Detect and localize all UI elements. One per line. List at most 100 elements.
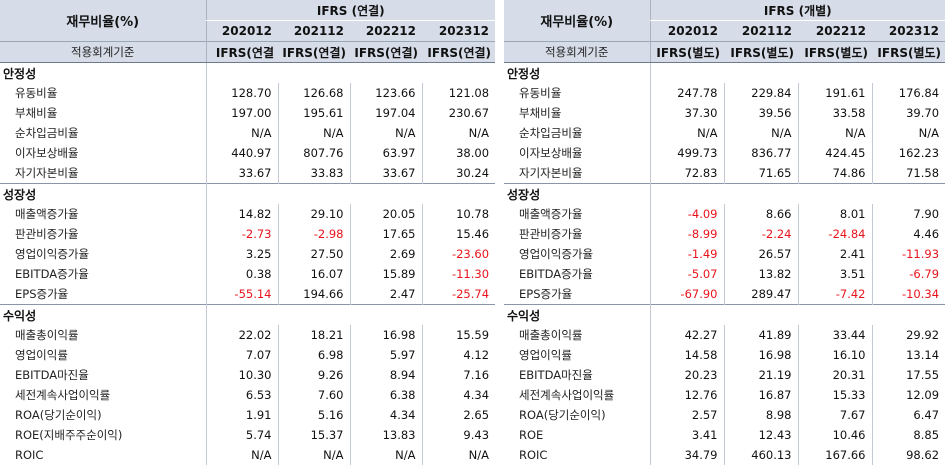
- value-cell: -25.74: [421, 284, 496, 305]
- section-blank: [649, 62, 945, 83]
- row-label: 유동비율: [519, 86, 562, 100]
- row-label: ROIC: [15, 448, 44, 462]
- value-cell: 5.16: [277, 405, 350, 425]
- value-cell: N/A: [421, 123, 496, 143]
- value-cell: 20.31: [797, 365, 872, 385]
- table-row: EBITDA마진율 20.23 21.19 20.31 17.55: [504, 365, 945, 385]
- value-cell: 460.13: [723, 445, 798, 465]
- value-cell: -8.99: [649, 224, 724, 244]
- value-cell: -24.84: [797, 224, 872, 244]
- table-row: EPS증가율 -67.90 289.47 -7.42 -10.34: [504, 284, 945, 305]
- table-row: 이자보상배율 499.73 836.77 424.45 162.23: [504, 143, 945, 163]
- value-cell: 26.57: [723, 244, 798, 264]
- value-cell: 2.57: [649, 405, 724, 425]
- row-label: ROE: [519, 428, 544, 442]
- table-row: 영업이익증가율 -1.49 26.57 2.41 -11.93: [504, 244, 945, 264]
- value-cell: 7.16: [421, 365, 496, 385]
- row-label: ROA(당기순이익): [519, 408, 606, 422]
- value-cell: 21.19: [723, 365, 798, 385]
- value-cell: 230.67: [421, 103, 496, 123]
- year-header-row: 202012 202112 202212 202312: [504, 20, 945, 42]
- row-label: 이자보상배율: [519, 146, 583, 160]
- value-cell: 289.47: [723, 284, 798, 305]
- table-row: 자기자본비율 33.67 33.83 33.67 30.24: [0, 163, 496, 184]
- section-row: 성장성: [504, 183, 945, 204]
- value-cell: -55.14: [205, 284, 278, 305]
- section-title: 안정성: [504, 62, 650, 83]
- value-cell: N/A: [421, 445, 496, 465]
- ifrs-group-header: IFRS (연결): [205, 0, 496, 21]
- value-cell: 29.10: [277, 204, 350, 224]
- value-cell: -4.09: [649, 204, 724, 224]
- row-label: 영업이익률: [15, 348, 68, 362]
- table-row: 매출총이익률 42.27 41.89 33.44 29.92: [504, 325, 945, 345]
- table-row: 유동비율 128.70 126.68 123.66 121.08: [0, 83, 496, 103]
- year-header: 202012: [205, 20, 278, 42]
- value-cell: -23.60: [421, 244, 496, 264]
- value-cell: N/A: [871, 123, 945, 143]
- separate-ratio-table: 재무비율(%) IFRS (개별) 202012 202112 202212 202312…: [504, 0, 945, 465]
- value-cell: 6.98: [277, 345, 350, 365]
- value-cell: -11.30: [421, 264, 496, 284]
- section-row: 수익성: [0, 304, 496, 325]
- table-row: 세전계속사업이익률 6.53 7.60 6.38 4.34: [0, 385, 496, 405]
- table-row: EPS증가율 -55.14 194.66 2.47 -25.74: [0, 284, 496, 305]
- section-title: 성장성: [504, 183, 650, 204]
- value-cell: 39.70: [871, 103, 945, 123]
- value-cell: 20.23: [649, 365, 724, 385]
- standard-label: 적용회계기준: [0, 41, 206, 63]
- row-label: EPS증가율: [15, 287, 69, 301]
- value-cell: 14.82: [205, 204, 278, 224]
- section-blank: [649, 304, 945, 325]
- value-cell: 71.58: [871, 163, 945, 184]
- table-row: 순차입금비율 N/A N/A N/A N/A: [504, 123, 945, 143]
- standard-value: IFRS(별도): [872, 41, 945, 63]
- section-blank: [205, 304, 496, 325]
- value-cell: 3.25: [205, 244, 278, 264]
- value-cell: -2.73: [205, 224, 278, 244]
- value-cell: N/A: [205, 123, 278, 143]
- section-row: 안정성: [0, 62, 496, 83]
- value-cell: 20.05: [349, 204, 422, 224]
- value-cell: 8.66: [723, 204, 798, 224]
- table-row: 이자보상배율 440.97 807.76 63.97 38.00: [0, 143, 496, 163]
- value-cell: 18.21: [277, 325, 350, 345]
- value-cell: N/A: [277, 445, 350, 465]
- section-blank: [649, 183, 945, 204]
- value-cell: 0.38: [205, 264, 278, 284]
- value-cell: 33.67: [349, 163, 422, 184]
- table-row: 세전계속사업이익률 12.76 16.87 15.33 12.09: [504, 385, 945, 405]
- header-row: 재무비율(%) IFRS (연결): [0, 0, 496, 42]
- value-cell: 42.27: [649, 325, 724, 345]
- table-row: ROE(지배주주순이익) 5.74 15.37 13.83 9.43: [0, 425, 496, 445]
- section-blank: [205, 183, 496, 204]
- value-cell: 7.90: [871, 204, 945, 224]
- section-row: 수익성: [504, 304, 945, 325]
- value-cell: 10.46: [797, 425, 872, 445]
- value-cell: 41.89: [723, 325, 798, 345]
- value-cell: 13.14: [871, 345, 945, 365]
- row-label: EBITDA마진율: [15, 368, 89, 382]
- value-cell: 6.53: [205, 385, 278, 405]
- section-title: 수익성: [504, 304, 650, 325]
- row-label: EBITDA증가율: [15, 267, 89, 281]
- row-label: 세전계속사업이익률: [519, 388, 615, 402]
- value-cell: 5.74: [205, 425, 278, 445]
- value-cell: -11.93: [871, 244, 945, 264]
- year-header-row: 202012 202112 202212 202312: [0, 20, 496, 42]
- value-cell: 12.09: [871, 385, 945, 405]
- value-cell: N/A: [723, 123, 798, 143]
- year-header: 202112: [278, 20, 350, 42]
- section-title: 안정성: [0, 62, 206, 83]
- year-header: 202112: [724, 20, 798, 42]
- value-cell: 2.47: [349, 284, 422, 305]
- value-cell: 15.59: [421, 325, 496, 345]
- row-label: 부채비율: [15, 106, 58, 120]
- table-row: 영업이익률 7.07 6.98 5.97 4.12: [0, 345, 496, 365]
- value-cell: 7.07: [205, 345, 278, 365]
- table-row: ROIC 34.79 460.13 167.66 98.62: [504, 445, 945, 465]
- value-cell: 98.62: [871, 445, 945, 465]
- value-cell: 440.97: [205, 143, 278, 163]
- value-cell: 13.82: [723, 264, 798, 284]
- value-cell: -7.42: [797, 284, 872, 305]
